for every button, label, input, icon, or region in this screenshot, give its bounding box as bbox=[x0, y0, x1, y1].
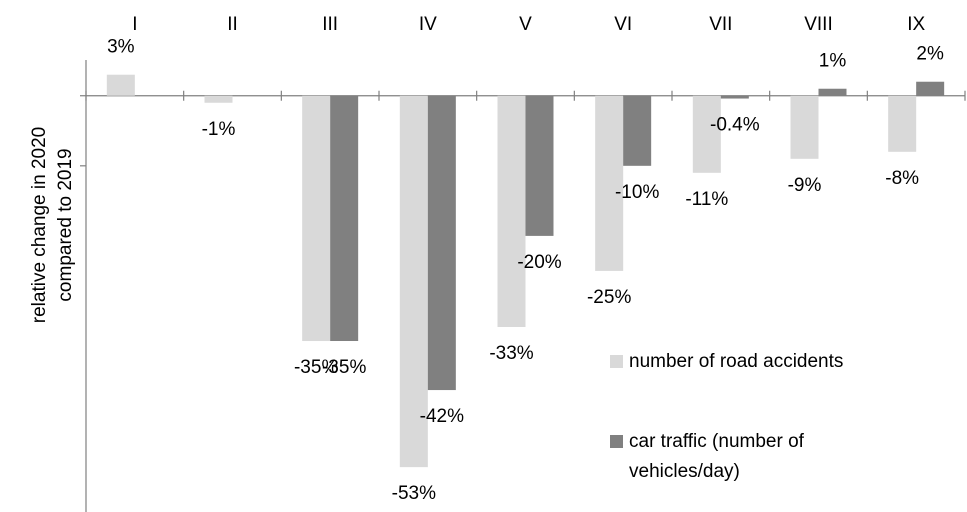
value-label: -1% bbox=[202, 119, 236, 140]
bar bbox=[204, 95, 233, 103]
value-label: 2% bbox=[916, 44, 944, 65]
bar bbox=[720, 95, 749, 99]
legend-label: vehicles/day) bbox=[629, 461, 740, 482]
value-label: -10% bbox=[615, 182, 659, 203]
x-tick-label: VII bbox=[709, 14, 732, 35]
legend-label: car traffic (number of bbox=[629, 431, 805, 452]
bar bbox=[525, 95, 554, 236]
x-tick-label: VI bbox=[614, 14, 632, 35]
legend-swatch bbox=[610, 435, 623, 448]
value-label: -20% bbox=[517, 252, 561, 273]
bar bbox=[595, 95, 624, 271]
x-tick-label: IX bbox=[907, 14, 925, 35]
y-axis-label: compared to 2019 bbox=[55, 148, 76, 301]
value-label: 1% bbox=[819, 51, 847, 72]
x-tick-label: I bbox=[132, 14, 137, 35]
bar bbox=[692, 95, 721, 173]
value-label: -25% bbox=[587, 287, 631, 308]
legend-swatch bbox=[610, 355, 623, 368]
bar bbox=[399, 95, 428, 468]
value-label: 3% bbox=[107, 37, 135, 58]
value-label: -35% bbox=[322, 357, 366, 378]
bar bbox=[888, 95, 917, 152]
bar bbox=[623, 95, 652, 166]
x-tick-label: III bbox=[322, 14, 338, 35]
bar bbox=[497, 95, 526, 327]
bar bbox=[790, 95, 819, 159]
value-label: -53% bbox=[392, 483, 436, 504]
bar bbox=[330, 95, 359, 342]
x-tick-label: VIII bbox=[804, 14, 833, 35]
legend-label: number of road accidents bbox=[629, 351, 843, 372]
bar bbox=[916, 81, 945, 96]
bar bbox=[106, 74, 135, 96]
value-label: -8% bbox=[885, 168, 919, 189]
y-axis-label: relative change in 2020 bbox=[29, 127, 50, 323]
x-tick-label: IV bbox=[419, 14, 437, 35]
value-label: -11% bbox=[685, 189, 728, 210]
value-label: -9% bbox=[788, 175, 822, 196]
bar bbox=[818, 88, 847, 96]
value-label: -42% bbox=[420, 406, 464, 427]
value-label: -0.4% bbox=[710, 115, 760, 136]
value-label: -33% bbox=[489, 343, 533, 364]
bar bbox=[427, 95, 456, 391]
value-label: -35% bbox=[294, 357, 338, 378]
x-tick-label: V bbox=[519, 14, 532, 35]
x-tick-label: II bbox=[227, 14, 238, 35]
bar bbox=[302, 95, 331, 342]
